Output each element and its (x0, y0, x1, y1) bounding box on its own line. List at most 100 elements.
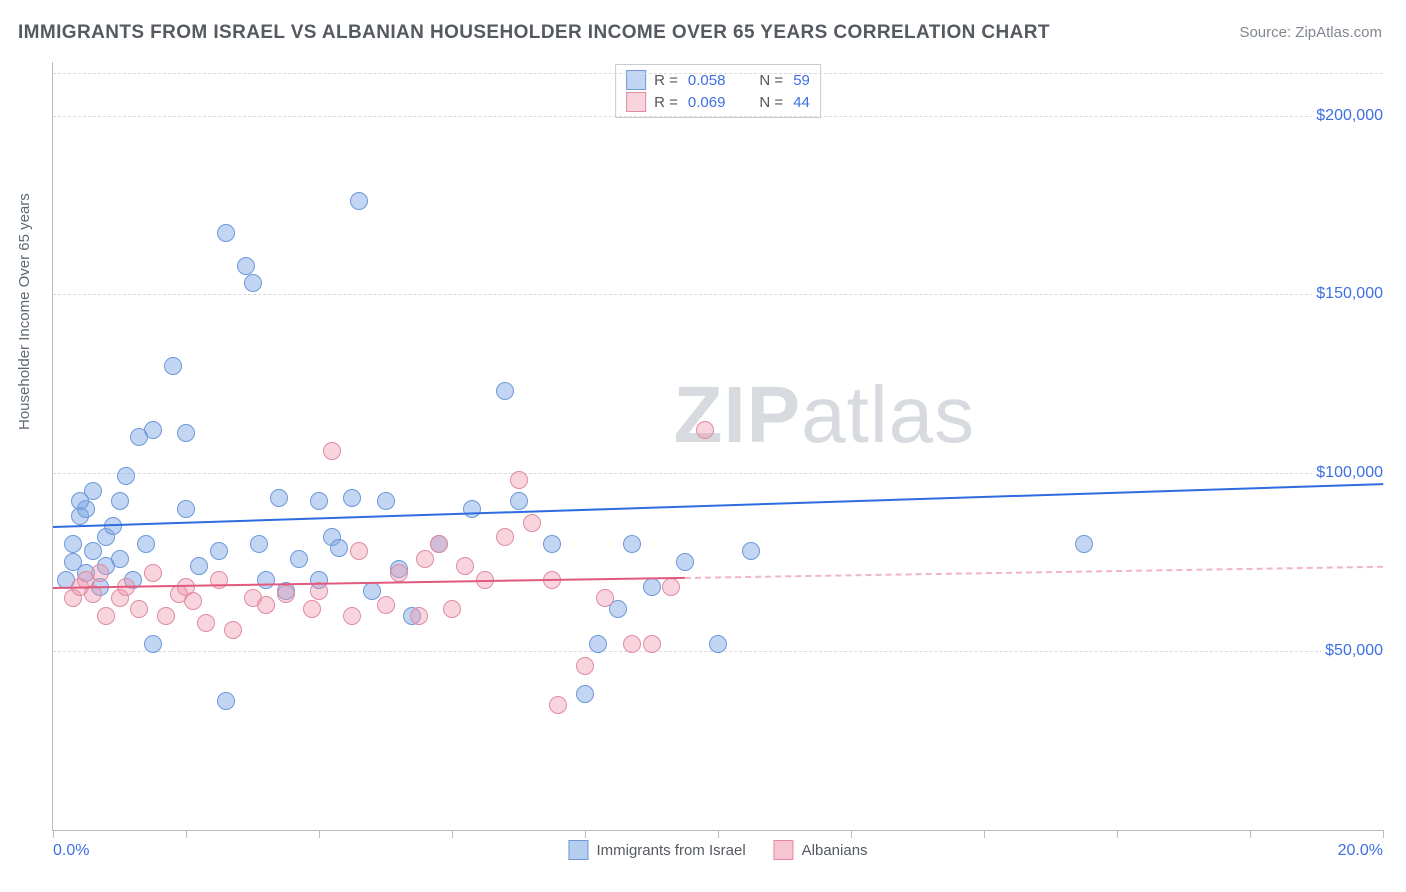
scatter-point (177, 500, 195, 518)
scatter-point (323, 442, 341, 460)
scatter-point (157, 607, 175, 625)
scatter-point (330, 539, 348, 557)
source-label: Source: ZipAtlas.com (1239, 24, 1382, 41)
scatter-point (696, 421, 714, 439)
scatter-point (130, 600, 148, 618)
scatter-point (177, 424, 195, 442)
x-tick-label: 0.0% (53, 842, 89, 860)
scatter-point (64, 535, 82, 553)
scatter-point (71, 492, 89, 510)
x-minor-tick (984, 830, 985, 838)
scatter-point (111, 492, 129, 510)
chart-title: IMMIGRANTS FROM ISRAEL VS ALBANIAN HOUSE… (18, 22, 1050, 44)
scatter-point (290, 550, 308, 568)
swatch-icon (774, 840, 794, 860)
scatter-point (523, 514, 541, 532)
scatter-point (1075, 535, 1093, 553)
scatter-point (643, 635, 661, 653)
y-tick-label: $150,000 (1312, 284, 1387, 304)
scatter-point (596, 589, 614, 607)
scatter-point (117, 467, 135, 485)
x-tick-label: 20.0% (1338, 842, 1383, 860)
scatter-point (111, 550, 129, 568)
x-minor-tick (851, 830, 852, 838)
gridline (53, 473, 1383, 474)
scatter-point (377, 596, 395, 614)
legend-item: Albanians (774, 840, 868, 860)
x-tick (1383, 830, 1384, 838)
scatter-point (257, 571, 275, 589)
watermark-bold: ZIP (674, 370, 801, 459)
legend-label: Albanians (802, 842, 868, 859)
scatter-point (224, 621, 242, 639)
scatter-point (244, 274, 262, 292)
swatch-icon (626, 92, 646, 112)
x-minor-tick (319, 830, 320, 838)
scatter-point (104, 517, 122, 535)
scatter-point (510, 471, 528, 489)
watermark-light: atlas (801, 370, 975, 459)
y-tick-label: $100,000 (1312, 463, 1387, 483)
scatter-point (390, 564, 408, 582)
scatter-point (496, 382, 514, 400)
scatter-point (217, 692, 235, 710)
x-tick (718, 830, 719, 838)
scatter-point (350, 542, 368, 560)
x-tick (53, 830, 54, 838)
scatter-point (250, 535, 268, 553)
n-label: N = (759, 72, 783, 89)
x-minor-tick (452, 830, 453, 838)
scatter-point (210, 542, 228, 560)
scatter-plot: ZIPatlas R = 0.058 N = 59 R = 0.069 N = … (52, 62, 1383, 831)
scatter-point (190, 557, 208, 575)
scatter-point (84, 542, 102, 560)
r-label: R = (654, 94, 678, 111)
legend-row: R = 0.069 N = 44 (626, 91, 810, 113)
scatter-point (496, 528, 514, 546)
scatter-point (410, 607, 428, 625)
y-tick-label: $50,000 (1321, 641, 1387, 661)
gridline (53, 116, 1383, 117)
r-value: 0.058 (688, 72, 726, 89)
scatter-point (676, 553, 694, 571)
scatter-point (430, 535, 448, 553)
scatter-point (543, 535, 561, 553)
n-value: 59 (793, 72, 810, 89)
scatter-point (270, 489, 288, 507)
x-minor-tick (186, 830, 187, 838)
trend-line (685, 566, 1383, 579)
scatter-point (144, 635, 162, 653)
scatter-point (177, 578, 195, 596)
trend-line (53, 483, 1383, 528)
scatter-point (310, 492, 328, 510)
scatter-point (303, 600, 321, 618)
scatter-point (576, 685, 594, 703)
gridline (53, 294, 1383, 295)
scatter-point (643, 578, 661, 596)
scatter-point (343, 489, 361, 507)
scatter-point (549, 696, 567, 714)
scatter-point (510, 492, 528, 510)
scatter-point (589, 635, 607, 653)
n-value: 44 (793, 94, 810, 111)
scatter-point (709, 635, 727, 653)
scatter-point (197, 614, 215, 632)
scatter-point (217, 224, 235, 242)
r-label: R = (654, 72, 678, 89)
scatter-point (97, 607, 115, 625)
legend-label: Immigrants from Israel (596, 842, 745, 859)
scatter-point (237, 257, 255, 275)
scatter-point (463, 500, 481, 518)
scatter-point (343, 607, 361, 625)
x-minor-tick (1250, 830, 1251, 838)
scatter-point (443, 600, 461, 618)
scatter-point (662, 578, 680, 596)
y-axis-title: Householder Income Over 65 years (16, 193, 33, 430)
x-minor-tick (585, 830, 586, 838)
legend-item: Immigrants from Israel (568, 840, 745, 860)
watermark: ZIPatlas (674, 369, 975, 461)
scatter-point (363, 582, 381, 600)
scatter-point (164, 357, 182, 375)
scatter-point (144, 421, 162, 439)
x-minor-tick (1117, 830, 1118, 838)
